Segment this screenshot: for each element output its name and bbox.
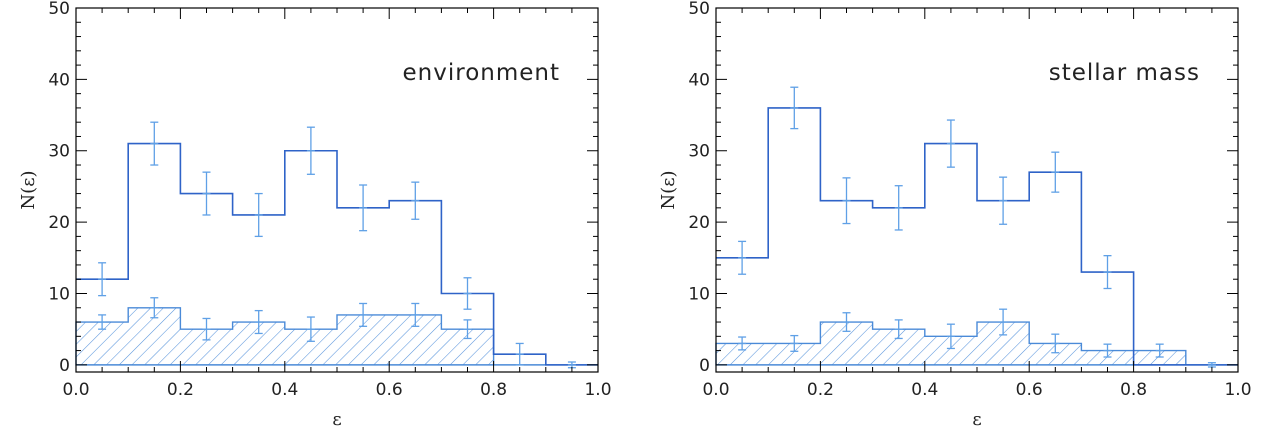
error-bar-total	[150, 121, 159, 166]
error-bar-total	[790, 86, 799, 130]
error-bar-subset	[1051, 333, 1060, 354]
x-tick-label: 0.2	[167, 380, 194, 400]
error-bar-subset	[150, 297, 159, 319]
panel-annotation: environment	[403, 60, 560, 86]
y-tick-label: 30	[688, 142, 710, 162]
error-bar-subset	[306, 316, 315, 342]
error-bar-total	[1207, 362, 1216, 368]
x-tick-label: 1.0	[1224, 380, 1251, 400]
y-tick-label: 20	[48, 213, 70, 233]
error-bar-subset	[999, 308, 1008, 336]
error-bar-total	[306, 126, 315, 175]
error-bar-total	[567, 361, 576, 369]
y-tick-label: 0	[699, 356, 710, 376]
error-bar-total	[946, 119, 955, 168]
y-tick-label: 10	[688, 284, 710, 304]
error-bar-total	[98, 262, 107, 297]
x-tick-label: 0.8	[1120, 380, 1147, 400]
error-bar-subset	[1103, 343, 1112, 358]
error-bar-subset	[254, 309, 263, 335]
x-tick-label: 0.4	[911, 380, 938, 400]
y-axis-title: N(ε)	[658, 170, 679, 209]
y-tick-label: 40	[688, 70, 710, 90]
x-tick-label: 1.0	[584, 380, 611, 400]
error-bar-subset	[894, 319, 903, 340]
error-bar-subset	[411, 302, 420, 327]
open-histogram	[716, 107, 1238, 366]
y-tick-label: 10	[48, 284, 70, 304]
error-bar-subset	[790, 334, 799, 352]
error-bar-subset	[1155, 343, 1164, 358]
error-bar-total	[842, 177, 851, 225]
error-bar-total	[359, 184, 368, 232]
error-bar-subset	[202, 317, 211, 341]
error-bar-subset	[463, 319, 472, 340]
y-axis-title: N(ε)	[18, 170, 39, 209]
x-tick-label: 0.0	[62, 380, 89, 400]
error-bar-total	[463, 277, 472, 310]
panel-environment: 0.0 0.2 0.4 0.6 0.8 1.0 0 10 20 30 40 50 ε N(ε) enviro…	[18, 0, 612, 430]
error-bar-subset	[98, 314, 107, 330]
y-tick-label: 20	[688, 213, 710, 233]
error-bar-total	[1103, 255, 1112, 290]
x-tick-label: 0.8	[480, 380, 507, 400]
y-tick-label: 0	[59, 356, 70, 376]
error-bar-total	[411, 181, 420, 220]
x-tick-label: 0.4	[271, 380, 298, 400]
panel-annotation: stellar mass	[1049, 60, 1200, 86]
error-bar-total	[894, 185, 903, 231]
error-bar-subset	[946, 323, 955, 350]
y-tick-label: 50	[688, 0, 710, 19]
x-tick-label: 0.6	[376, 380, 403, 400]
error-bar-total	[738, 240, 747, 275]
y-tick-label: 40	[48, 70, 70, 90]
x-tick-label: 0.0	[702, 380, 729, 400]
error-bar-subset	[359, 302, 368, 327]
x-axis-title: ε	[972, 409, 981, 430]
x-tick-label: 0.2	[807, 380, 834, 400]
error-bar-total	[515, 342, 524, 366]
error-bar-total	[1051, 151, 1060, 193]
x-tick-label: 0.6	[1016, 380, 1043, 400]
error-bar-subset	[842, 312, 851, 332]
y-tick-label: 30	[48, 142, 70, 162]
error-bar-total	[999, 176, 1008, 225]
error-bar-total	[254, 192, 263, 238]
y-tick-label: 50	[48, 0, 70, 19]
error-bar-total	[202, 171, 211, 216]
x-axis-title: ε	[332, 409, 341, 430]
open-histogram	[76, 142, 598, 366]
panel-stellar-mass: 0.0 0.2 0.4 0.6 0.8 1.0 0 10 20 30 40 50 ε N(ε) stella…	[658, 0, 1252, 430]
error-bar-subset	[738, 336, 747, 351]
